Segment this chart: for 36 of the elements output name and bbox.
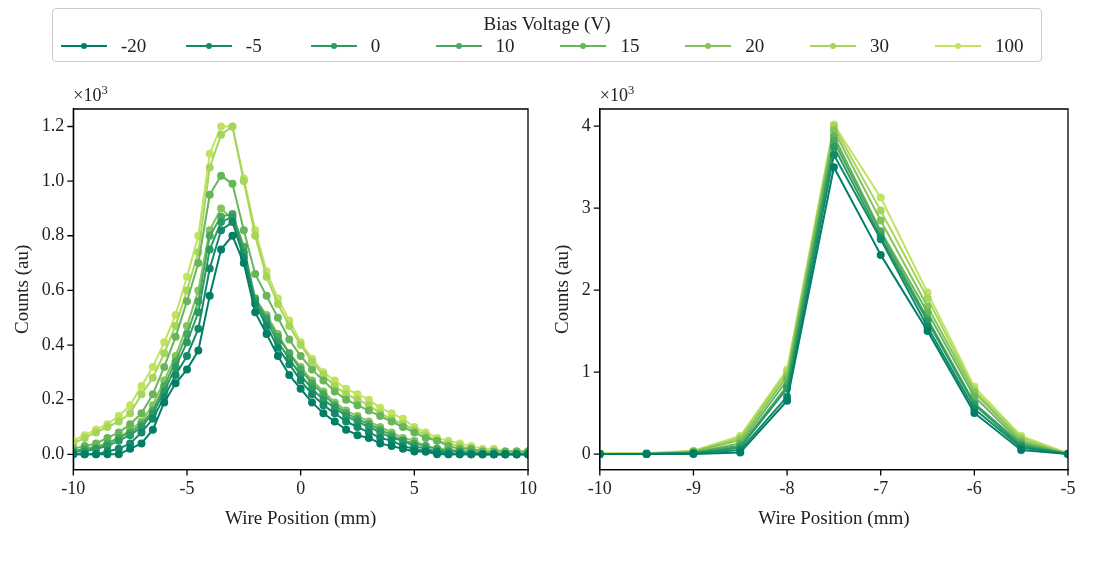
y-tick-label: 4: [581, 114, 591, 135]
x-tick-label: -7: [873, 478, 889, 499]
y-tick-label: 0: [581, 442, 591, 463]
y-tick-label: 1.2: [41, 115, 65, 136]
legend-label: -20: [121, 35, 148, 57]
legend-label: 15: [620, 35, 641, 57]
y-tick-label: 0.8: [41, 224, 65, 245]
y-tick-label: 1: [581, 360, 591, 381]
legend-label: 0: [370, 35, 382, 57]
legend-label: 100: [994, 35, 1025, 57]
x-axis-title: Wire Position (mm): [225, 506, 377, 529]
x-axis-title: Wire Position (mm): [758, 506, 910, 529]
y-tick-label: 0.0: [41, 443, 65, 464]
x-tick-label: -9: [685, 478, 701, 499]
x-tick-label: -5: [1060, 478, 1076, 499]
x-tick-label: -10: [587, 478, 612, 499]
y-tick-label: 0.2: [41, 388, 65, 409]
y-axis-title: Counts (au): [11, 244, 34, 334]
x-tick-label: 0: [296, 478, 306, 499]
x-tick-label: 5: [409, 478, 419, 499]
legend-label: -5: [245, 35, 263, 57]
legend-label: 10: [495, 35, 516, 57]
x-tick-label: -5: [179, 478, 195, 499]
y-tick-label: 1.0: [41, 169, 65, 190]
legend-label: 20: [745, 35, 766, 57]
x-tick-label: 10: [519, 478, 537, 499]
y-tick-label: 3: [581, 196, 591, 217]
y-axis-title: Counts (au): [551, 244, 574, 334]
x-tick-label: -8: [779, 478, 795, 499]
legend-title: Bias Voltage (V): [482, 13, 612, 35]
y-tick-label: 2: [581, 278, 591, 299]
x-tick-label: -10: [61, 478, 86, 499]
y-tick-label: 0.6: [41, 279, 65, 300]
x-tick-label: -6: [966, 478, 982, 499]
legend-label: 30: [870, 35, 891, 57]
y-tick-label: 0.4: [41, 333, 65, 354]
